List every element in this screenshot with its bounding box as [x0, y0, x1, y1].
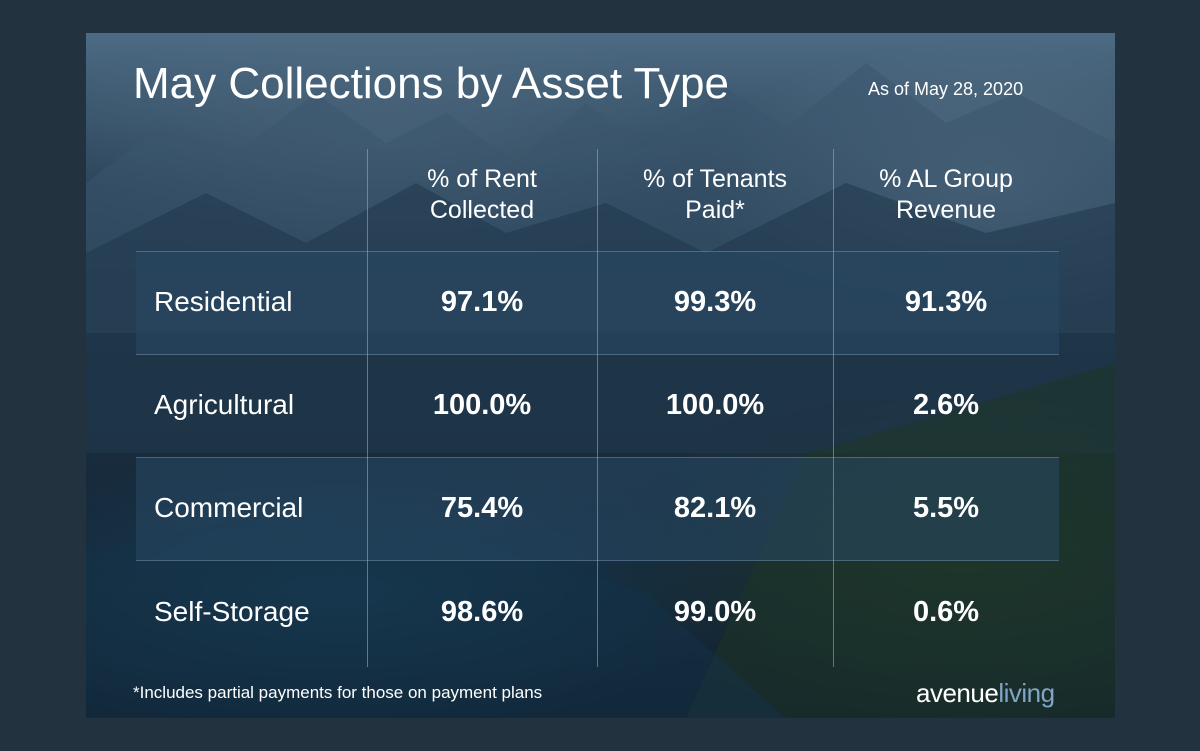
row-label: Agricultural — [154, 389, 295, 420]
logo-text-accent: living — [998, 678, 1055, 708]
row-label: Residential — [154, 286, 293, 317]
table-cell: 2.6% — [912, 388, 980, 421]
column-header: % of Tenants Paid* — [597, 163, 833, 227]
column-divider — [597, 149, 598, 667]
footnote: *Includes partial payments for those on … — [133, 683, 543, 702]
table-cell: 91.3% — [904, 285, 988, 318]
column-header-text: % of Rent Collected — [427, 165, 537, 224]
table-cell: 5.5% — [912, 491, 980, 524]
column-divider — [367, 149, 368, 667]
table-cell: 100.0% — [432, 388, 532, 421]
table-cell: 82.1% — [673, 491, 757, 524]
table-cell: 98.6% — [440, 595, 524, 628]
row-label: Self-Storage — [154, 596, 310, 627]
chart-title: May Collections by Asset Type — [133, 59, 729, 108]
table-cell: 75.4% — [440, 491, 524, 524]
table-cell: 99.0% — [673, 595, 757, 628]
column-header: % of Rent Collected — [367, 163, 597, 227]
column-header-text: % of Tenants Paid* — [642, 165, 788, 224]
table-cell: 99.3% — [673, 285, 757, 318]
column-divider — [833, 149, 834, 667]
logo-text-primary: avenue — [916, 678, 999, 708]
column-header-text: % AL Group Revenue — [879, 165, 1013, 224]
slide: May Collections by Asset Type As of May … — [86, 33, 1115, 718]
table-cell: 97.1% — [440, 285, 524, 318]
column-header: % AL Group Revenue — [833, 163, 1059, 227]
row-label: Commercial — [154, 492, 304, 523]
as-of-date: As of May 28, 2020 — [868, 79, 1024, 99]
table-cell: 0.6% — [912, 595, 980, 628]
table-cell: 100.0% — [665, 388, 765, 421]
brand-logo: avenueliving — [916, 678, 1055, 709]
